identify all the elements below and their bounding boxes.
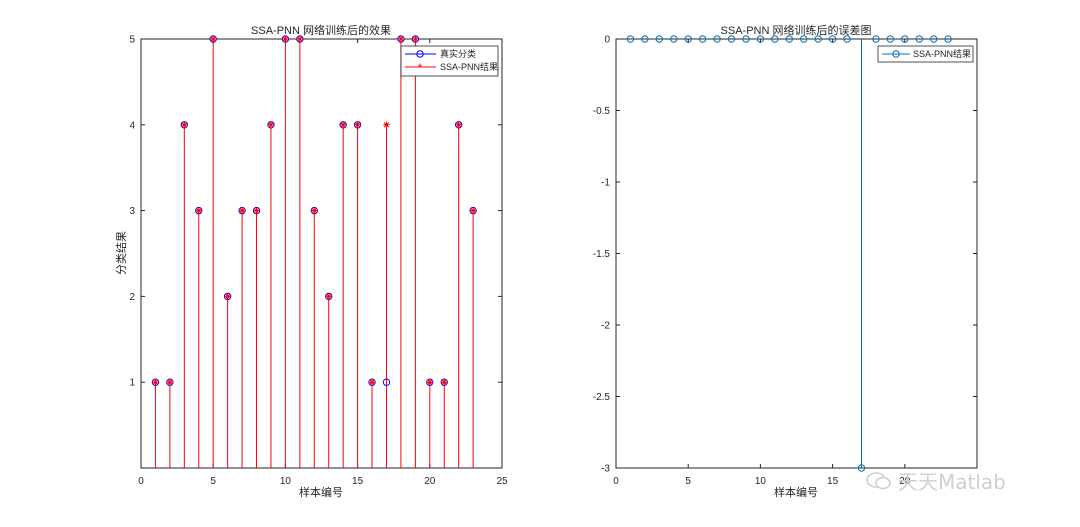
point-marker [441, 379, 448, 386]
x-tick-label: 20 [424, 476, 436, 487]
point-marker [641, 35, 649, 43]
point-marker [800, 35, 808, 43]
point-marker [267, 121, 275, 128]
legend-box [877, 45, 974, 63]
point-marker [383, 121, 390, 128]
legend: 真实分类 * SSA-PNN结果 [400, 45, 499, 77]
point-marker [469, 207, 477, 214]
point-marker [210, 35, 217, 43]
point-marker [325, 293, 332, 300]
x-tick-label: 5 [210, 476, 216, 487]
point-marker [771, 35, 779, 43]
point-marker [426, 379, 433, 386]
plot-area-frame [140, 38, 503, 469]
error-chart: SSA-PNN 网络训练后的误差图 样本编号 0 5 10 15 20 -3 -2.5 -2 -… [593, 23, 978, 499]
legend-label-error: SSA-PNN结果 [913, 48, 971, 59]
legend: SSA-PNN结果 [877, 45, 974, 63]
point-marker [397, 35, 405, 43]
x-tick-label: 15 [352, 476, 364, 487]
point-marker [626, 35, 635, 43]
x-tick-label: 20 [899, 476, 911, 487]
point-marker [382, 378, 391, 386]
point-marker [339, 121, 347, 128]
point-marker [886, 35, 895, 43]
y-tick-label: -1.5 [593, 249, 611, 260]
point-marker [655, 35, 664, 43]
point-marker [814, 35, 822, 43]
legend-marker-circle [416, 50, 424, 58]
wechat-icon [866, 471, 891, 489]
point-marker [238, 207, 246, 214]
watermark: 天天Matlab [866, 466, 1006, 495]
y-tick-label: 5 [129, 35, 135, 46]
point-marker [224, 293, 231, 300]
point-marker [670, 35, 678, 43]
point-marker [727, 35, 736, 43]
point-marker [354, 121, 361, 128]
legend-label-predicted: SSA-PNN结果 [440, 61, 498, 72]
axis-ticks: 0 5 10 15 20 25 1 2 3 4 5 [129, 35, 508, 488]
point-marker [282, 35, 289, 43]
y-tick-label: -2.5 [593, 392, 611, 403]
point-marker [368, 379, 376, 386]
y-tick-label: -3 [601, 464, 610, 475]
point-marker [455, 121, 462, 128]
y-tick-label: -2 [601, 321, 610, 332]
point-marker [311, 207, 318, 214]
point-marker [684, 35, 692, 43]
x-tick-label: 10 [280, 476, 292, 487]
y-axis-label: 分类结果 [114, 231, 128, 275]
data-marks [626, 35, 952, 472]
point-marker [698, 35, 707, 43]
x-tick-label: 0 [138, 476, 144, 487]
chart-title: SSA-PNN 网络训练后的误差图 [721, 23, 872, 37]
legend-label-truth: 真实分类 [440, 48, 476, 59]
point-marker [857, 464, 866, 472]
x-tick-label: 5 [685, 476, 691, 487]
point-marker [944, 35, 952, 43]
legend-box [400, 45, 499, 77]
point-marker [785, 35, 793, 43]
point-marker [872, 35, 880, 43]
point-marker [915, 35, 923, 43]
y-tick-label: 4 [129, 120, 135, 131]
point-marker [412, 35, 419, 43]
y-tick-label: -0.5 [593, 106, 611, 117]
point-marker [843, 35, 851, 43]
x-axis-label: 样本编号 [299, 485, 343, 499]
point-marker [152, 379, 159, 386]
x-axis-label: 样本编号 [774, 485, 818, 499]
point-marker [195, 207, 202, 214]
axis-ticks: 0 5 10 15 20 -3 -2.5 -2 -1.5 -1 -0.5 0 [593, 35, 977, 487]
x-tick-label: 25 [496, 476, 508, 487]
point-marker [713, 35, 721, 43]
point-marker [296, 35, 304, 43]
y-tick-label: 0 [604, 35, 610, 46]
x-tick-label: 15 [827, 476, 839, 487]
x-tick-label: 0 [613, 476, 619, 487]
point-marker [742, 35, 750, 43]
y-tick-label: 3 [129, 206, 135, 217]
data-marks [151, 35, 477, 468]
point-marker [181, 121, 188, 128]
point-marker [929, 35, 938, 43]
point-marker [756, 35, 765, 43]
legend-marker-circle [892, 50, 900, 58]
y-tick-label: 2 [129, 292, 135, 303]
x-tick-label: 10 [755, 476, 767, 487]
y-tick-label: -1 [601, 178, 610, 189]
classification-chart: SSA-PNN 网络训练后的效果 样本编号 分类结果 0 5 10 15 20 25 1 2 3… [114, 23, 508, 499]
y-tick-label: 1 [129, 378, 135, 389]
legend-marker-asterisk: * [418, 62, 423, 74]
watermark-text: 天天Matlab [898, 470, 1006, 494]
plot-area-frame [615, 38, 978, 469]
point-marker [828, 35, 837, 43]
chart-title: SSA-PNN 网络训练后的效果 [251, 23, 391, 37]
point-marker [901, 35, 909, 43]
point-marker [166, 379, 174, 386]
point-marker [253, 207, 260, 214]
